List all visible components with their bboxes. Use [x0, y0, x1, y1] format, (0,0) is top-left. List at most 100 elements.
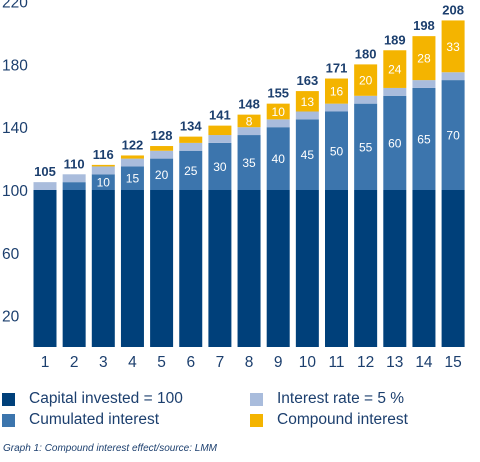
total-label-14: 198: [413, 18, 435, 33]
segment-label-8-1: 35: [242, 156, 256, 170]
bar-12-interest-rate-5-: [354, 95, 378, 104]
bar-9-cumulated-interest: [266, 127, 290, 190]
segment-label-12-1: 55: [359, 140, 373, 154]
bar-10-capital-invested-100: [295, 190, 319, 347]
total-label-5: 128: [151, 128, 173, 143]
segment-label-11-1: 50: [330, 144, 344, 158]
x-tick-label-13: 13: [386, 354, 403, 371]
bar-15-compound-interest: [441, 20, 465, 73]
legend-label-interest-rate: Interest rate = 5 %: [277, 390, 405, 407]
bar-10-compound-interest: [295, 91, 319, 112]
x-tick-label-9: 9: [274, 354, 283, 371]
x-tick-label-3: 3: [99, 354, 108, 371]
bar-15-cumulated-interest: [441, 80, 465, 190]
y-tick-label-140: 140: [2, 120, 28, 137]
segment-label-14-3: 28: [417, 52, 431, 66]
legend-item-compound: Compound interest: [250, 411, 408, 429]
bar-8-interest-rate-5-: [237, 127, 261, 136]
segment-label-6-1: 25: [184, 164, 198, 178]
bar-3-compound-interest: [91, 164, 115, 167]
bar-2-capital-invested-100: [62, 190, 86, 347]
bar-13-capital-invested-100: [383, 190, 407, 347]
bar-1-capital-invested-100: [33, 190, 57, 347]
bar-8-compound-interest: [237, 114, 261, 128]
bar-3-capital-invested-100: [91, 190, 115, 347]
segment-label-14-1: 65: [417, 132, 431, 146]
bar-14-interest-rate-5-: [412, 80, 436, 88]
bar-3-interest-rate-5-: [91, 166, 115, 175]
segment-label-3-1: 10: [97, 176, 111, 190]
x-tick-label-4: 4: [128, 354, 137, 371]
bar-4-capital-invested-100: [120, 190, 144, 347]
x-tick-label-8: 8: [245, 354, 254, 371]
bar-15-interest-rate-5-: [441, 72, 465, 81]
total-label-10: 163: [296, 73, 318, 88]
legend-swatch-interest-rate: [250, 392, 263, 406]
bar-12-capital-invested-100: [354, 190, 378, 347]
bar-13-interest-rate-5-: [383, 87, 407, 96]
bar-4-compound-interest: [120, 155, 144, 159]
bar-9-compound-interest: [266, 103, 290, 120]
segment-label-11-3: 16: [330, 85, 344, 99]
bar-5-interest-rate-5-: [150, 150, 174, 159]
legend-swatch-capital: [2, 392, 15, 406]
total-label-11: 171: [326, 61, 348, 76]
bar-14-capital-invested-100: [412, 190, 436, 347]
segment-label-13-1: 60: [388, 136, 402, 150]
bar-5-capital-invested-100: [150, 190, 174, 347]
segment-label-8-3: 8: [246, 114, 253, 128]
total-label-15: 208: [442, 2, 464, 17]
x-tick-label-7: 7: [216, 354, 225, 371]
y-tick-label-20: 20: [2, 309, 20, 326]
bar-4-interest-rate-5-: [120, 158, 144, 167]
total-label-13: 189: [384, 32, 406, 47]
segment-label-10-1: 45: [301, 148, 315, 162]
bar-14-cumulated-interest: [412, 87, 436, 190]
total-label-9: 155: [267, 86, 289, 101]
y-tick-label-100: 100: [2, 183, 28, 200]
total-label-7: 141: [209, 108, 231, 123]
legend-item-interest-rate: Interest rate = 5 %: [250, 390, 404, 408]
y-tick-label-60: 60: [2, 246, 20, 263]
bar-9-capital-invested-100: [266, 190, 290, 347]
chart-caption: Graph 1: Compound interest effect/source…: [3, 443, 217, 454]
total-label-4: 122: [122, 137, 144, 152]
legend-label-capital: Capital invested = 100: [29, 390, 183, 407]
total-label-2: 110: [64, 156, 85, 171]
segment-label-10-3: 13: [301, 95, 315, 109]
bar-11-cumulated-interest: [325, 111, 348, 190]
bar-10-cumulated-interest: [295, 119, 319, 190]
bar-11-interest-rate-5-: [325, 103, 348, 112]
total-label-8: 148: [238, 97, 260, 112]
bar-11-compound-interest: [325, 78, 348, 104]
bar-6-compound-interest: [179, 136, 203, 143]
y-tick-label-180: 180: [2, 57, 28, 74]
bar-6-capital-invested-100: [179, 190, 203, 347]
bar-13-cumulated-interest: [383, 95, 407, 190]
bar-13-compound-interest: [383, 50, 407, 88]
legend: Capital invested = 100 Interest rate = 5…: [0, 386, 480, 430]
bar-7-compound-interest: [208, 125, 232, 136]
bar-12-cumulated-interest: [354, 103, 378, 190]
x-tick-label-1: 1: [41, 354, 50, 371]
x-tick-label-10: 10: [299, 354, 317, 371]
bar-15-capital-invested-100: [441, 190, 465, 347]
segment-label-9-1: 40: [272, 152, 286, 166]
bar-11-capital-invested-100: [325, 190, 348, 347]
compound-interest-chart: 2060100140180220105111021011631512242012…: [2, 0, 465, 371]
x-tick-label-5: 5: [157, 354, 166, 371]
bar-6-interest-rate-5-: [179, 142, 203, 151]
x-tick-label-12: 12: [357, 354, 374, 371]
bar-14-compound-interest: [412, 36, 436, 81]
bar-2-cumulated-interest: [62, 182, 86, 190]
segment-label-15-3: 33: [446, 40, 460, 54]
bar-9-interest-rate-5-: [266, 119, 290, 128]
segment-label-13-3: 24: [388, 63, 402, 77]
bar-7-capital-invested-100: [208, 190, 232, 347]
bar-7-interest-rate-5-: [208, 135, 232, 143]
segment-label-9-3: 10: [272, 105, 286, 119]
legend-item-cumulated: Cumulated interest: [2, 411, 159, 429]
bar-7-cumulated-interest: [208, 142, 232, 190]
x-tick-label-11: 11: [328, 354, 344, 371]
segment-label-7-1: 30: [213, 160, 227, 174]
